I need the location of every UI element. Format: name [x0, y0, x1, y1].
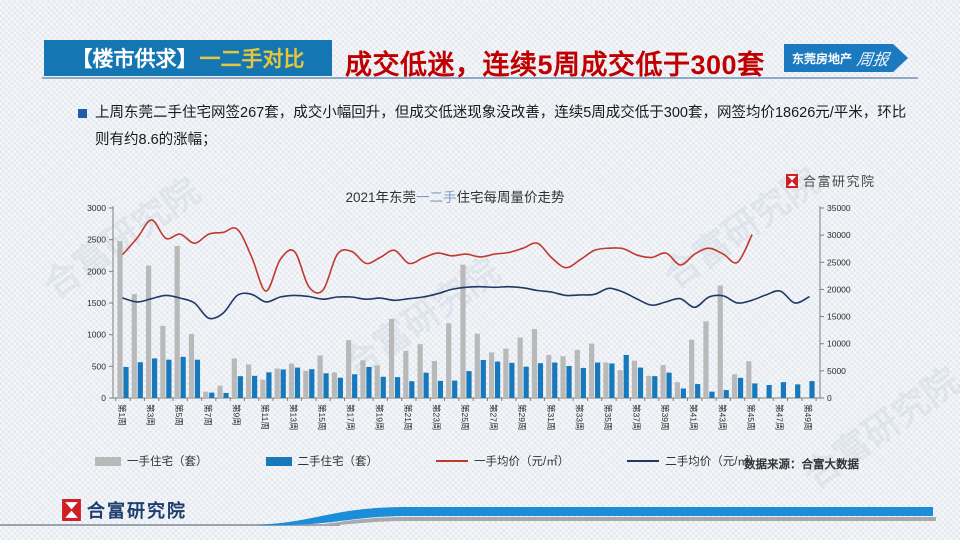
svg-text:20000: 20000	[827, 284, 851, 294]
section-tag-sub: 一二手对比	[199, 48, 305, 71]
footer-brand-name: 合富研究院	[87, 501, 187, 521]
legend-item-resale-price: 二手均价（元/㎡）	[627, 453, 760, 469]
svg-text:第13周: 第13周	[289, 404, 299, 430]
svg-text:1500: 1500	[87, 298, 106, 308]
svg-text:15000: 15000	[827, 312, 851, 322]
legend-label: 二手住宅（套）	[297, 456, 379, 468]
header-divider	[42, 77, 918, 79]
footer-swoosh	[0, 507, 936, 527]
hourglass-icon	[62, 499, 81, 521]
legend-label: 一手均价（元/㎡）	[474, 456, 570, 468]
brand-logo: 合富研究院	[786, 171, 876, 190]
banner-script: 周报	[855, 52, 890, 69]
svg-text:30000: 30000	[827, 230, 851, 240]
svg-text:第31周: 第31周	[546, 404, 556, 430]
section-tag-main: 【楼市供求】	[71, 48, 198, 71]
summary-block: 上周东莞二手住宅网签267套，成交小幅回升，但成交低迷现象没改善，连续5周成交低…	[78, 100, 908, 154]
banner-label: 东莞房地产	[792, 51, 853, 66]
footer-logo: 合富研究院	[62, 497, 187, 523]
svg-text:第19周: 第19周	[374, 404, 384, 430]
legend-item-new-price: 一手均价（元/㎡）	[436, 453, 569, 469]
section-tag: 【楼市供求】 一二手对比	[44, 40, 332, 76]
svg-text:35000: 35000	[827, 203, 851, 213]
svg-text:第25周: 第25周	[460, 404, 470, 430]
hourglass-icon	[786, 173, 798, 188]
svg-text:第23周: 第23周	[431, 404, 441, 430]
legend-item-new-homes: 一手住宅（套）	[95, 453, 208, 469]
svg-text:10000: 10000	[827, 339, 851, 349]
legend-item-resale-homes: 二手住宅（套）	[265, 453, 379, 469]
svg-text:第35周: 第35周	[603, 404, 613, 430]
brand-name: 合富研究院	[803, 174, 876, 189]
chart-title-mid: 一二手	[416, 190, 457, 205]
blue-bar-swatch	[265, 456, 292, 466]
bullet-icon	[78, 109, 87, 118]
svg-text:0: 0	[827, 393, 832, 403]
navy-line-swatch	[627, 460, 660, 462]
svg-text:第21周: 第21周	[403, 404, 413, 430]
svg-text:第7周: 第7周	[203, 404, 213, 426]
legend-label: 二手均价（元/㎡）	[665, 456, 761, 468]
svg-text:第43周: 第43周	[717, 404, 727, 430]
svg-text:第45周: 第45周	[746, 404, 756, 430]
svg-text:第5周: 第5周	[174, 404, 184, 426]
red-line-swatch	[436, 460, 468, 462]
svg-text:第1周: 第1周	[117, 404, 127, 426]
page-title: 成交低迷，连续5周成交低于300套	[345, 50, 765, 80]
chart-legend: 一手住宅（套） 二手住宅（套） 一手均价（元/㎡） 二手均价（元/㎡）	[95, 453, 760, 469]
svg-text:第17周: 第17周	[346, 404, 356, 430]
svg-text:5000: 5000	[827, 366, 846, 376]
chart-title: 2021年东莞一二手住宅每周量价走势	[0, 186, 910, 206]
data-source: 数据来源：合富大数据	[744, 459, 859, 471]
chart-title-post: 住宅每周量价走势	[456, 190, 565, 205]
svg-text:第3周: 第3周	[146, 404, 156, 426]
svg-text:第27周: 第27周	[489, 404, 499, 430]
gray-bar-swatch	[95, 456, 121, 466]
svg-text:第37周: 第37周	[632, 404, 642, 430]
svg-text:0: 0	[101, 393, 106, 403]
svg-text:第11周: 第11周	[260, 404, 270, 430]
svg-text:第9周: 第9周	[231, 404, 241, 426]
legend-label: 一手住宅（套）	[127, 456, 208, 468]
svg-text:3000: 3000	[87, 203, 106, 213]
svg-text:500: 500	[92, 361, 106, 371]
svg-text:第49周: 第49周	[803, 404, 813, 430]
svg-text:第29周: 第29周	[517, 404, 527, 430]
report-banner: 东莞房地产 周报	[784, 44, 908, 72]
svg-text:第47周: 第47周	[774, 404, 784, 430]
summary-text: 上周东莞二手住宅网签267套，成交小幅回升，但成交低迷现象没改善，连续5周成交低…	[95, 105, 907, 148]
svg-text:2500: 2500	[87, 235, 106, 245]
chart-title-pre: 2021年东莞	[345, 190, 417, 205]
svg-text:第33周: 第33周	[574, 404, 584, 430]
svg-text:25000: 25000	[827, 257, 851, 267]
svg-text:第39周: 第39周	[660, 404, 670, 430]
svg-text:第41周: 第41周	[689, 404, 699, 430]
svg-text:第15周: 第15周	[317, 404, 327, 430]
svg-text:2000: 2000	[87, 266, 106, 276]
svg-text:1000: 1000	[87, 330, 106, 340]
